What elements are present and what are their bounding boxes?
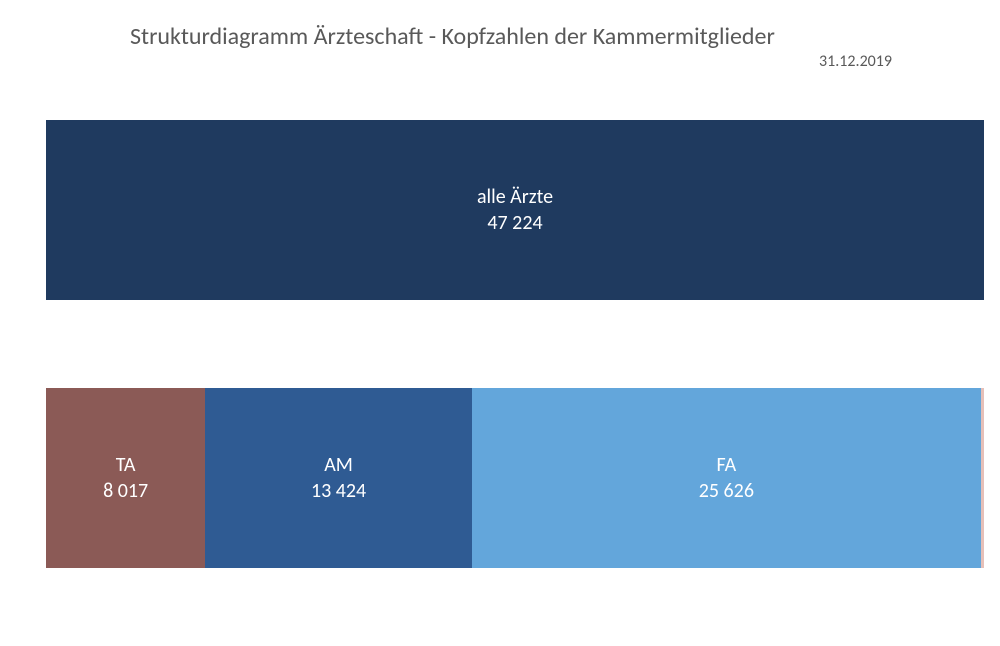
chart-page: Strukturdiagramm Ärzteschaft - Kopfzahle… xyxy=(0,0,1000,646)
segment-ta: TA 8 017 xyxy=(46,388,205,568)
segment-aa-text: AA 157 xyxy=(994,452,1000,504)
segment-ta-label: TA xyxy=(116,452,136,478)
segment-am-value: 13 424 xyxy=(311,478,366,504)
segment-fa-value: 25 626 xyxy=(699,478,754,504)
stacked-bar: TA 8 017 AM 13 424 FA 25 626 AA 157 xyxy=(46,388,984,568)
segment-aa: AA 157 xyxy=(981,388,984,568)
total-bar-label: alle Ärzte xyxy=(477,184,553,210)
segment-fa-label: FA xyxy=(717,452,737,478)
segment-am-label: AM xyxy=(324,452,353,478)
segment-ta-value: 8 017 xyxy=(103,478,148,504)
chart-title: Strukturdiagramm Ärzteschaft - Kopfzahle… xyxy=(130,22,775,51)
total-bar-value: 47 224 xyxy=(487,210,542,236)
segment-am: AM 13 424 xyxy=(205,388,472,568)
total-bar: alle Ärzte 47 224 xyxy=(46,120,984,300)
segment-fa: FA 25 626 xyxy=(472,388,981,568)
chart-date: 31.12.2019 xyxy=(819,52,892,71)
segment-aa-value: 157 xyxy=(994,478,1000,504)
